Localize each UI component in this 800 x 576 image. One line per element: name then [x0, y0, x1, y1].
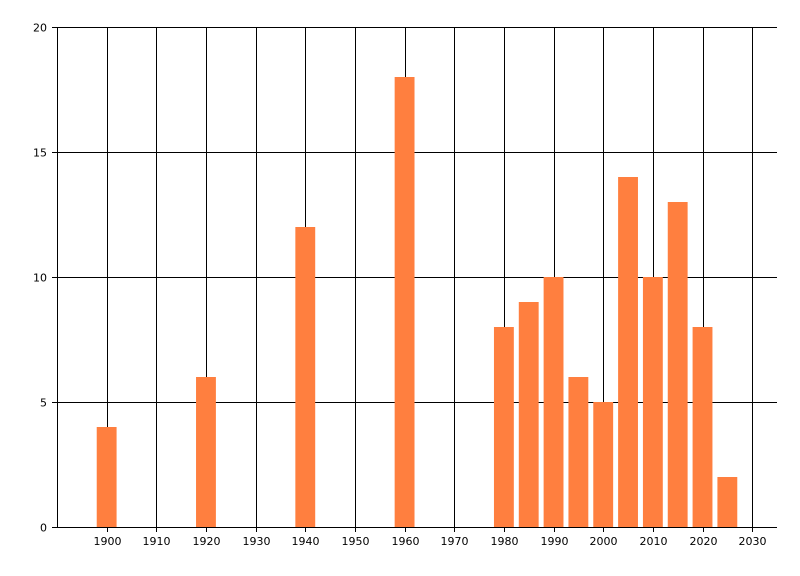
x-tick-label: 1930	[243, 535, 271, 548]
y-tick-label: 20	[33, 22, 47, 35]
x-tick-label: 1900	[94, 535, 122, 548]
x-tick-label: 2000	[590, 535, 618, 548]
x-tick-label: 1970	[441, 535, 469, 548]
x-tick-label: 1990	[541, 535, 569, 548]
bar-1940	[295, 227, 316, 527]
x-tick-label: 2010	[640, 535, 668, 548]
x-tick-label: 2030	[739, 535, 767, 548]
bars	[96, 77, 738, 527]
y-tick-label: 10	[33, 272, 47, 285]
x-tick-label: 2020	[690, 535, 718, 548]
y-tick-label: 15	[33, 147, 47, 160]
bar-2015	[667, 202, 688, 527]
bar-1960	[394, 77, 415, 527]
bar-1985	[518, 302, 539, 527]
bar-1900	[96, 427, 117, 527]
x-tick-label: 1920	[193, 535, 221, 548]
bar-2025	[717, 477, 738, 527]
y-tick-label: 0	[40, 522, 47, 535]
bar-2020	[692, 327, 713, 527]
x-tick-label: 1910	[143, 535, 171, 548]
bar-2005	[618, 177, 638, 527]
bar-1995	[568, 377, 589, 527]
bar-2000	[593, 402, 614, 527]
bar-2010	[642, 277, 663, 527]
bar-1920	[196, 377, 216, 527]
x-tick-label: 1980	[491, 535, 519, 548]
x-tick-label: 1960	[392, 535, 420, 548]
y-tick-label: 5	[40, 397, 47, 410]
x-tick-label: 1950	[342, 535, 370, 548]
bar-1990	[543, 277, 564, 527]
axes	[52, 27, 777, 532]
x-tick-label: 1940	[292, 535, 320, 548]
bar-1980	[493, 327, 514, 527]
tick-labels: 0 5 10 15 20 1900 1910 1920 1930 1940 1950 1960 1970…	[33, 22, 767, 549]
